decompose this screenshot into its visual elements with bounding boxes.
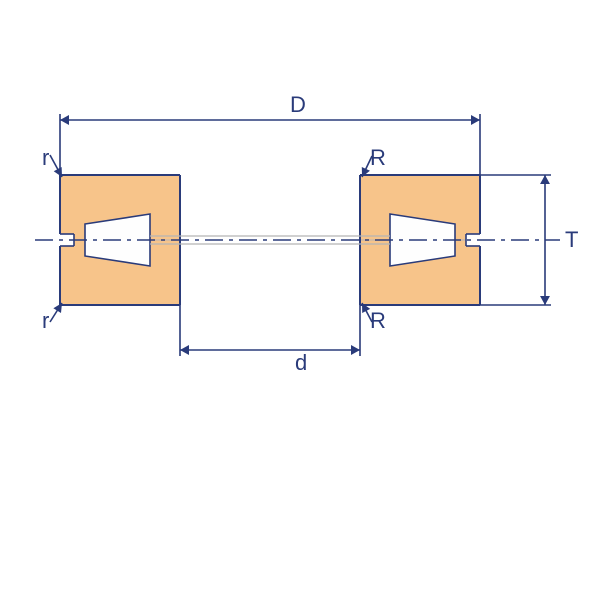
label-R-bot: R: [370, 308, 386, 333]
label-D: D: [290, 92, 306, 117]
label-R-top: R: [370, 145, 386, 170]
label-d: d: [295, 350, 307, 375]
label-r-bot: r: [42, 308, 49, 333]
label-T: T: [565, 227, 578, 252]
label-r-top: r: [42, 145, 49, 170]
bearing-cross-section-diagram: Dd Tr r R R: [0, 0, 600, 600]
